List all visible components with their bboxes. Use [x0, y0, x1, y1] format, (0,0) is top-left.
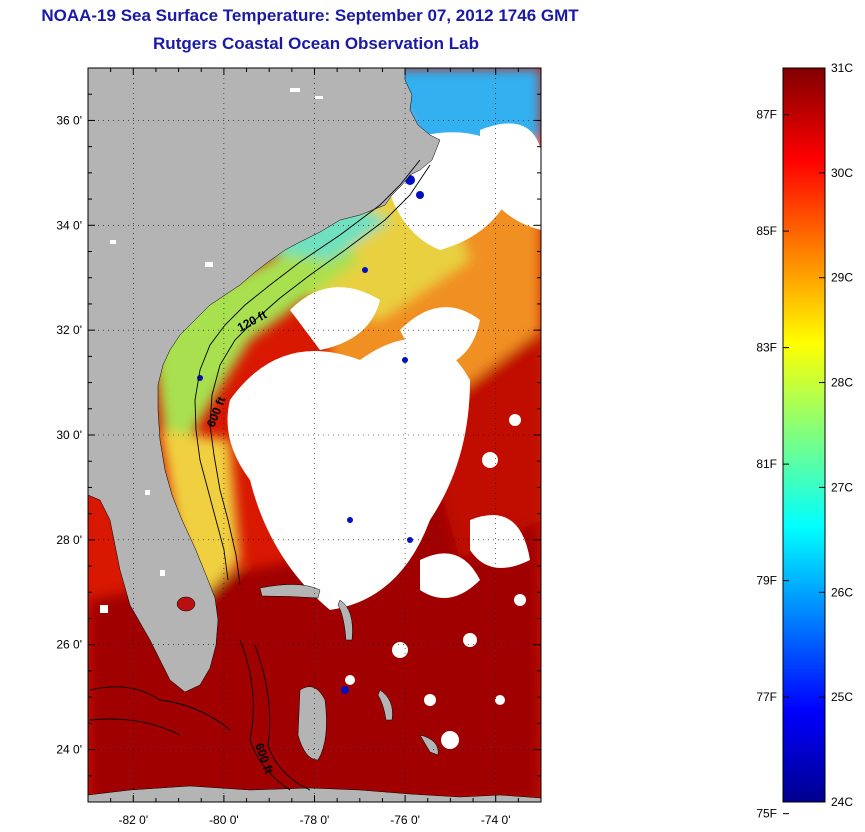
land-lakes — [100, 88, 323, 613]
colorbar-celsius-label: 26C — [831, 585, 853, 599]
lat-tick-label: 28 0' — [56, 533, 82, 547]
colorbar-fahrenheit-label: 77F — [756, 690, 777, 704]
colorbar-celsius-label: 30C — [831, 166, 853, 180]
axis-labels: 36 0' 34 0' 32 0' 30 0' 28 0' 26 0' 24 0' -82 0… — [56, 113, 510, 827]
map-plot-area — [88, 68, 541, 802]
colorbar — [782, 67, 826, 803]
map-title: NOAA-19 Sea Surface Temperature: Septemb… — [41, 6, 579, 25]
map-subtitle: Rutgers Coastal Ocean Observation Lab — [153, 34, 479, 53]
lat-tick-label: 30 0' — [56, 428, 82, 442]
colorbar-fahrenheit-label: 85F — [756, 224, 777, 238]
axis-ticks — [87, 67, 542, 803]
isobaths — [89, 159, 431, 791]
colorbar-fahrenheit-label: 87F — [756, 108, 777, 122]
colorbar-fahrenheit-label: 81F — [756, 457, 777, 471]
land-mainland — [88, 68, 441, 693]
colorbar-fahrenheit-label: 79F — [756, 574, 777, 588]
colorbar-fahrenheit-label: 75F — [756, 807, 777, 821]
lon-tick-label: -76 0' — [390, 813, 420, 827]
lat-tick-label: 26 0' — [56, 638, 82, 652]
colorbar-celsius-label: 29C — [831, 271, 853, 285]
colorbar-celsius-label: 24C — [831, 795, 853, 809]
colorbar-ticks — [783, 67, 825, 815]
colorbar-fahrenheit-label: 83F — [756, 341, 777, 355]
lat-tick-label: 34 0' — [56, 218, 82, 232]
lon-tick-label: -80 0' — [209, 813, 239, 827]
lon-tick-label: -78 0' — [300, 813, 330, 827]
lat-tick-label: 36 0' — [56, 113, 82, 127]
grid-lines — [88, 68, 541, 802]
colorbar-celsius-label: 31C — [831, 61, 853, 75]
colorbar-labels: 31C 30C 29C 28C 27C 26C 25C 24C 87F 85F 83F 81F 79F 7… — [756, 61, 853, 821]
colorbar-celsius-label: 25C — [831, 690, 853, 704]
lat-tick-label: 32 0' — [56, 323, 82, 337]
colorbar-celsius-label: 27C — [831, 480, 853, 494]
land-bahamas — [259, 584, 439, 761]
lat-tick-label: 24 0' — [56, 743, 82, 757]
lon-tick-label: -74 0' — [481, 813, 511, 827]
lake-okeechobee — [176, 596, 196, 612]
cold-speckle — [197, 175, 424, 694]
colorbar-celsius-label: 28C — [831, 376, 853, 390]
lon-tick-label: -82 0' — [118, 813, 148, 827]
